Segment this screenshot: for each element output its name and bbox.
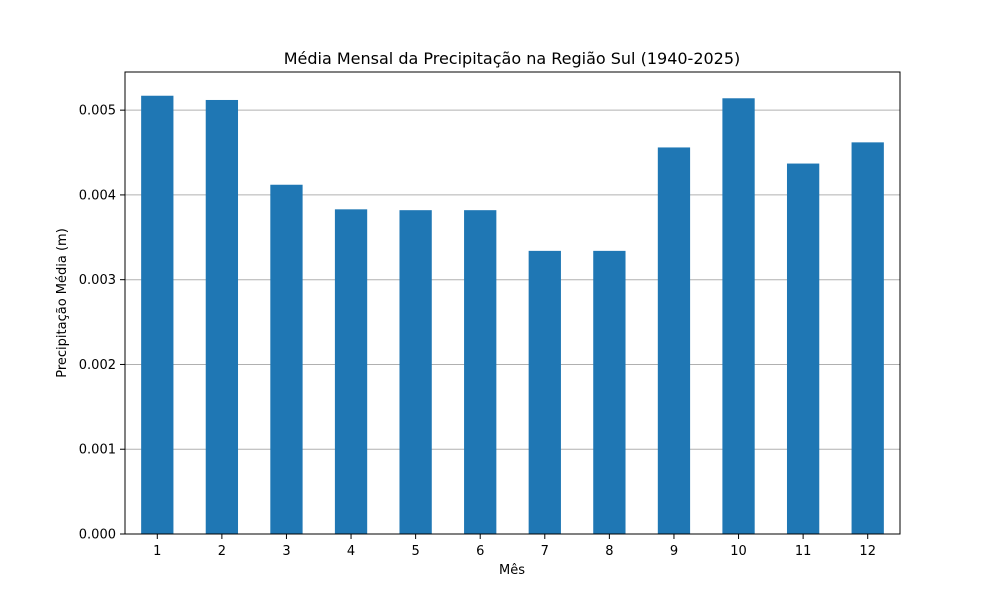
x-tick-label: 10 [730,544,747,559]
y-axis-ticks: 0.000 0.001 0.002 0.003 0.004 0.005 [79,104,125,543]
bar-month-7 [528,250,561,534]
bars [141,95,884,535]
y-axis-label: Precipitação Média (m) [55,228,70,378]
x-tick-label: 6 [476,544,484,559]
x-axis-ticks: 1 2 3 4 5 6 7 8 9 10 11 12 [153,534,876,559]
y-tick-label: 0.003 [79,273,116,288]
chart-title: Média Mensal da Precipitação na Região S… [284,49,741,68]
x-tick-label: 9 [670,544,678,559]
bar-month-1 [141,95,174,534]
bar-month-8 [593,250,626,534]
plot-frame [124,71,901,535]
x-tick-label: 5 [411,544,419,559]
bar-month-2 [205,99,239,535]
x-axis-label: Mês [499,563,525,578]
x-tick-label: 2 [218,544,226,559]
y-tick-label: 0.001 [79,443,116,458]
bar-month-5 [399,210,432,534]
x-tick-label: 11 [795,544,812,559]
y-tick-label: 0.005 [79,104,116,119]
x-tick-label: 7 [541,544,549,559]
y-tick-label: 0.000 [79,528,116,543]
y-tick-label: 0.002 [79,358,116,373]
bar-month-12 [851,142,884,535]
x-tick-label: 8 [605,544,613,559]
bar-month-10 [722,98,755,534]
y-tick-label: 0.004 [79,188,116,203]
bar-month-3 [270,184,303,535]
bar-month-11 [786,163,820,534]
x-tick-label: 1 [153,544,161,559]
bar-month-4 [334,209,368,535]
x-tick-label: 4 [347,544,355,559]
x-tick-label: 3 [282,544,290,559]
gridlines [125,109,900,450]
x-tick-label: 12 [859,544,876,559]
bar-month-6 [464,210,497,534]
bar-month-9 [657,147,691,535]
